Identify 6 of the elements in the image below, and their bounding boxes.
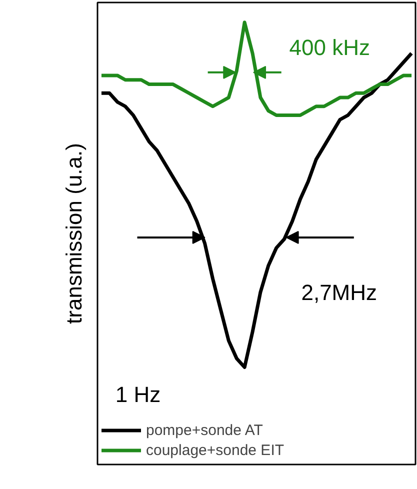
annotation: 2,7MHz xyxy=(301,280,378,305)
legend-label: couplage+sonde EIT xyxy=(146,442,284,458)
legend-label: pompe+sonde AT xyxy=(146,422,263,438)
y-axis-title: transmission (u.a.) xyxy=(62,143,86,324)
annotation: 400 kHz xyxy=(289,34,370,60)
annotation: 1 Hz xyxy=(115,382,161,407)
